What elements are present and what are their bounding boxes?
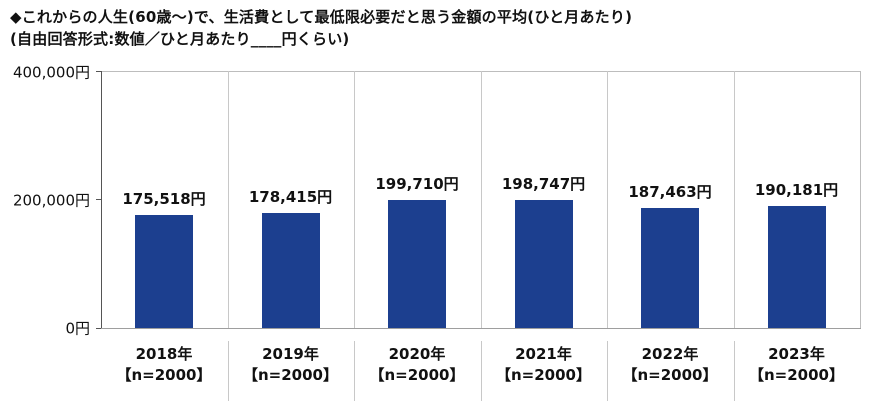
value-label: 187,463円: [628, 183, 712, 201]
y-tick: [96, 71, 101, 72]
y-tick-label: 400,000円: [12, 63, 90, 82]
label-divider: [481, 341, 482, 401]
value-label: 175,518円: [122, 190, 206, 208]
sample-size-label: 【n=2000】: [749, 366, 844, 384]
value-label: 190,181円: [754, 181, 839, 199]
y-tick: [96, 199, 101, 200]
sample-size-label: 【n=2000】: [496, 366, 591, 384]
bar-2019: [261, 213, 320, 328]
year-label: 2019年: [262, 345, 319, 363]
value-label: 199,710円: [375, 175, 459, 193]
year-label: 2023年: [768, 345, 825, 363]
x-axis: [101, 328, 861, 329]
category-divider: [228, 71, 229, 328]
year-label: 2022年: [641, 345, 699, 363]
x-category-label: 2018年【n=2000】: [101, 344, 227, 386]
bar-2018: [135, 215, 194, 328]
label-divider: [607, 341, 608, 401]
bar-2022: [641, 208, 700, 328]
value-label: 178,415円: [248, 188, 333, 206]
y-tick-label: 0円: [65, 319, 90, 338]
label-divider: [354, 341, 355, 401]
bar-2020: [388, 200, 447, 328]
label-divider: [734, 341, 735, 401]
bar-2021: [514, 200, 573, 328]
category-divider: [607, 71, 608, 328]
year-label: 2018年: [135, 345, 193, 363]
sample-size-label: 【n=2000】: [622, 366, 718, 384]
year-label: 2020年: [388, 345, 446, 363]
y-tick-label: 200,000円: [12, 191, 90, 210]
x-category-label: 2022年【n=2000】: [607, 344, 733, 386]
sample-size-label: 【n=2000】: [243, 366, 338, 384]
category-divider: [354, 71, 355, 328]
x-category-label: 2021年【n=2000】: [481, 344, 607, 386]
sample-size-label: 【n=2000】: [369, 366, 465, 384]
y-axis: [101, 71, 102, 329]
year-label: 2021年: [515, 345, 572, 363]
label-divider: [228, 341, 229, 401]
chart-subtitle: (自由回答形式:数値／ひと月あたり____円くらい): [10, 30, 350, 48]
x-category-label: 2023年【n=2000】: [734, 344, 860, 386]
category-divider: [734, 71, 735, 328]
y-tick: [96, 328, 101, 329]
x-category-label: 2020年【n=2000】: [354, 344, 480, 386]
bar-2023: [767, 206, 826, 328]
chart-title: ◆これからの人生(60歳～)で、生活費として最低限必要だと思う金額の平均(ひと月…: [10, 8, 633, 26]
sample-size-label: 【n=2000】: [116, 366, 212, 384]
x-category-label: 2019年【n=2000】: [228, 344, 354, 386]
category-divider: [481, 71, 482, 328]
value-label: 198,747円: [501, 175, 586, 193]
